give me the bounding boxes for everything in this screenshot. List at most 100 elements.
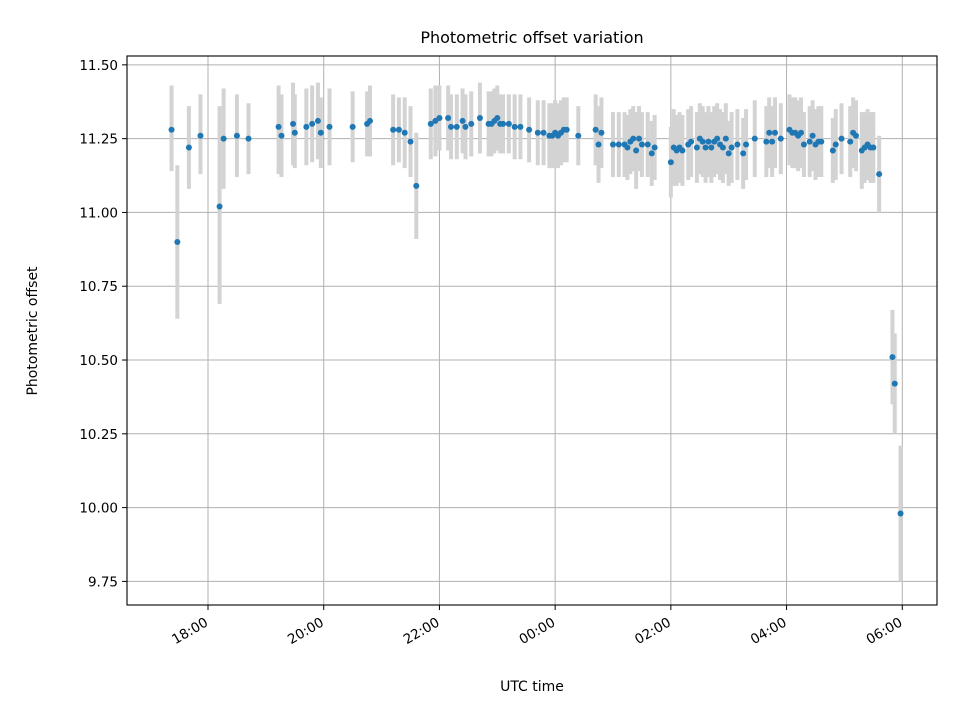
data-point [708,144,715,151]
data-point [751,135,758,142]
data-point [829,147,836,154]
data-point [367,117,373,124]
data-point [798,129,805,136]
data-point [595,141,602,148]
data-point [395,126,402,133]
data-point [407,138,414,145]
data-point [847,138,854,145]
data-point [278,132,285,139]
data-point [624,144,631,151]
x-tick-label: 22:00 [401,615,443,648]
data-point [740,150,747,157]
data-point [766,129,773,136]
data-points [168,114,904,517]
x-axis-label: UTC time [500,679,564,695]
data-point [648,150,655,157]
data-point [838,135,845,142]
data-point [494,114,501,121]
data-point [644,141,651,148]
data-point [290,120,297,127]
data-point [809,132,816,139]
y-tick-label: 11.25 [79,132,118,148]
data-point [592,126,599,133]
data-point [436,114,443,121]
data-point [390,126,397,133]
data-point [309,120,316,127]
data-point [540,129,547,136]
x-tick-label: 06:00 [864,615,906,648]
data-point [610,141,616,148]
data-point [526,126,533,133]
data-point [800,141,807,148]
data-point [806,138,813,145]
data-point [517,123,524,130]
data-point [853,132,859,139]
data-point [575,132,582,139]
plot-frame [126,55,938,606]
data-point [448,123,454,130]
data-point [777,135,784,142]
chart-title: Photometric offset variation [420,28,643,47]
data-point [291,129,298,136]
data-point [511,123,518,130]
data-point [459,117,466,124]
data-point [505,120,512,127]
data-point [500,120,507,127]
data-point [534,129,541,136]
data-point [468,120,475,127]
error-bars [169,82,903,582]
x-tick-label: 02:00 [632,615,674,648]
data-point [462,123,469,130]
data-point [303,123,310,130]
y-tick-label: 11.00 [79,205,118,221]
y-tick-label: 10.25 [79,427,118,443]
data-point [636,135,643,142]
y-axis-ticks: 9.75 10.00 10.25 10.50 10.75 11.00 11.25 11.50 [79,58,127,590]
data-point [870,144,877,151]
data-point [897,510,904,517]
x-tick-label: 20:00 [285,615,327,648]
data-point [651,144,658,151]
data-point [197,132,204,139]
data-point [630,135,637,142]
data-point [638,141,645,148]
data-point [705,138,712,145]
x-tick-label: 04:00 [748,615,790,648]
data-point [326,123,333,130]
data-point [667,159,674,166]
data-point [314,117,321,124]
data-point [818,138,825,145]
data-point [772,129,778,136]
data-point [168,126,175,133]
data-point [185,144,192,151]
data-point [275,123,282,130]
data-point [216,203,223,210]
data-point [563,126,570,133]
data-point [598,129,605,136]
x-axis-ticks: 18:00 20:00 22:00 00:00 02:00 04:00 06:00 [169,605,905,648]
data-point [401,129,408,136]
x-tick-label: 00:00 [516,615,558,648]
data-point [699,138,706,145]
data-point [233,132,240,139]
data-point [453,123,460,130]
data-point [734,141,741,148]
data-point [891,380,898,387]
data-point [769,138,776,145]
data-point [615,141,622,148]
y-tick-label: 11.50 [79,58,118,74]
data-point [728,144,735,151]
data-point [220,135,227,142]
data-point [743,141,750,148]
data-point [174,238,181,245]
data-point [693,144,700,151]
data-point [476,114,483,121]
data-point [889,354,896,361]
data-point [763,138,770,145]
data-point [876,171,883,178]
data-point [679,147,686,154]
y-tick-label: 10.00 [79,501,118,517]
data-point [832,141,839,148]
data-point [688,138,695,145]
